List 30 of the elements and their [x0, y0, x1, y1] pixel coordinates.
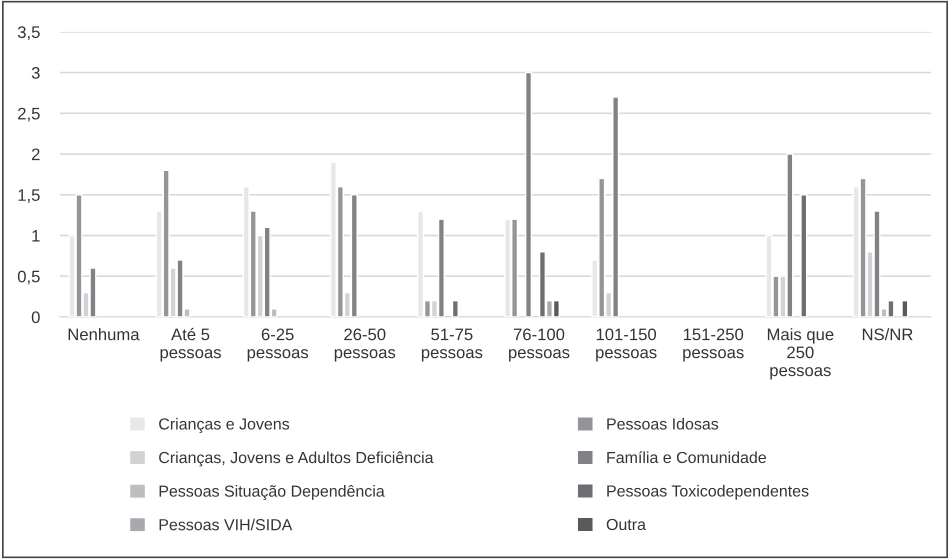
x-tick-label: NS/NR: [862, 328, 913, 340]
x-tick-label: Até 5 pessoas: [160, 328, 221, 362]
bar: [524, 72, 532, 317]
bar: [452, 300, 459, 317]
y-tick-label: 2: [32, 148, 40, 160]
x-tick-label: 76-100 pessoas: [509, 328, 570, 362]
x-tick-label: 151-250 pessoas: [683, 328, 744, 362]
x-tick-label: 26-50 pessoas: [334, 328, 396, 362]
y-tick-label: 1,5: [18, 189, 40, 203]
legend-label: Pessoas Toxicodependentes: [607, 484, 808, 500]
legend-label: Pessoas Idosas: [607, 418, 718, 430]
y-tick-label: 2,5: [18, 108, 40, 122]
legend-label: Outra: [606, 518, 646, 530]
bar: [901, 300, 908, 317]
x-tick-label: 6-25 pessoas: [248, 328, 308, 362]
y-tick-label: 3,5: [18, 26, 40, 40]
y-tick-label: 0: [32, 311, 40, 324]
x-tick-label: Nenhuma: [68, 328, 140, 340]
legend-label: Crianças e Jovens: [159, 418, 290, 433]
y-tick-label: 3: [32, 66, 40, 79]
legend-label: Crianças, Jovens e Adultos Deficiência: [159, 451, 434, 466]
legend-label: Pessoas Situação Dependência: [160, 484, 385, 500]
x-tick-label: 101-150 pessoas: [596, 328, 657, 362]
legend-label: Pessoas VIH/SIDA: [160, 518, 292, 530]
bar: [800, 194, 808, 317]
x-tick-label: Mais que 250 pessoas: [768, 328, 834, 380]
legend-label: Família e Comunidade: [607, 451, 766, 464]
y-tick-label: 1: [32, 230, 40, 242]
y-tick-label: 0,5: [18, 270, 40, 284]
x-tick-label: 51-75 pessoas: [422, 328, 482, 362]
